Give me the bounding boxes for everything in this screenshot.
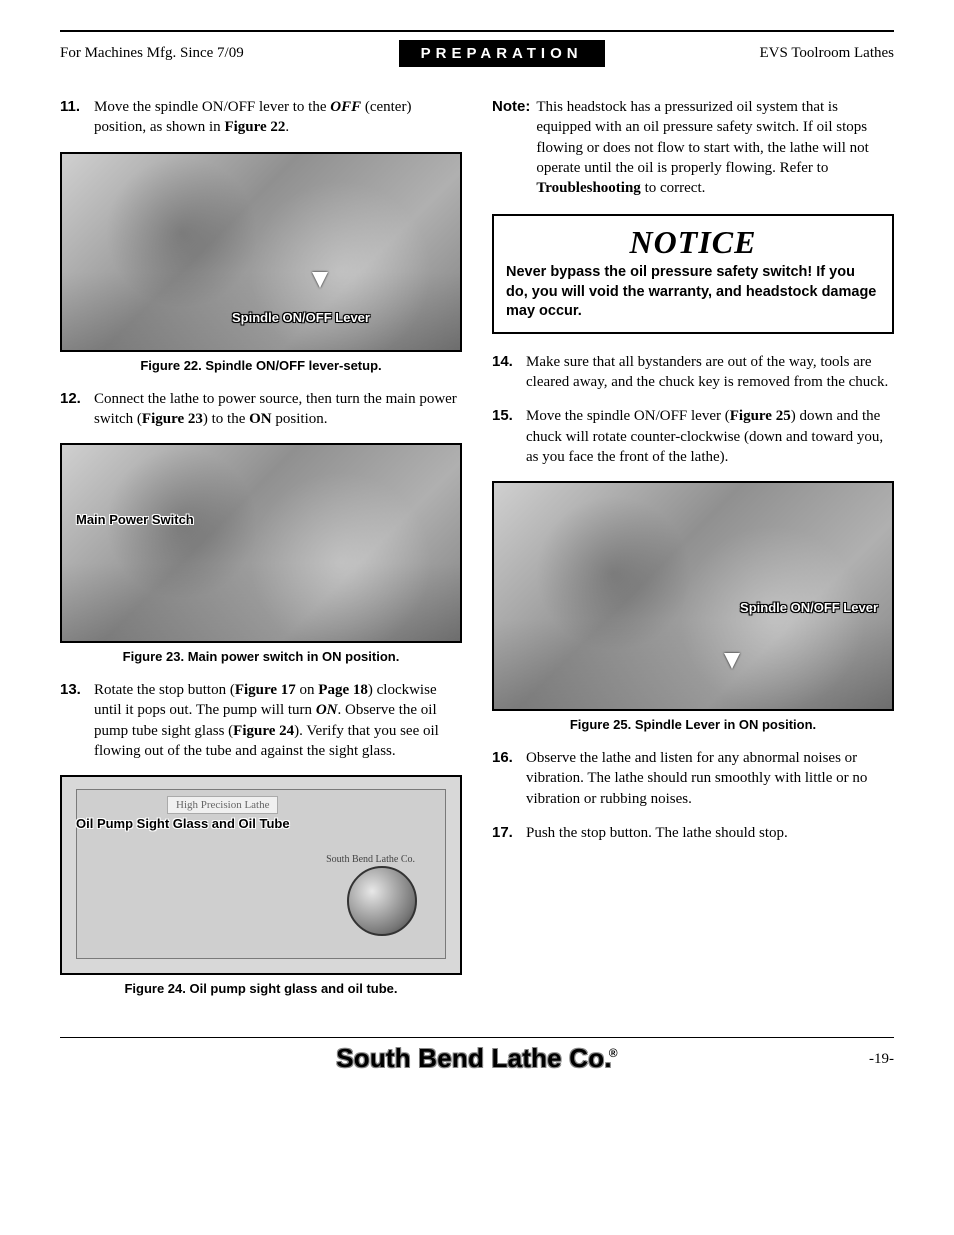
step-13: 13. Rotate the stop button (Figure 17 on…: [60, 680, 462, 761]
figure-ref: Figure 22: [224, 119, 285, 135]
text: position.: [272, 411, 328, 427]
note-label: Note:: [492, 97, 530, 198]
dial-icon: [347, 866, 417, 936]
callout-main-power-switch: Main Power Switch: [76, 513, 194, 528]
step-number: 16.: [492, 748, 526, 809]
left-column: 11. Move the spindle ON/OFF lever to the…: [60, 97, 462, 1012]
text: Rotate the stop button (: [94, 682, 235, 698]
chart-panel-title: High Precision Lathe: [167, 796, 278, 814]
figure-23: Main Power Switch: [60, 443, 462, 643]
page-ref: Page 18: [318, 682, 368, 698]
callout-spindle-lever: Spindle ON/OFF Lever: [740, 601, 878, 616]
chart-brand: South Bend Lathe Co.: [326, 854, 415, 865]
chart-panel: High Precision Lathe South Bend Lathe Co…: [76, 789, 446, 959]
footer-page-number: -19-: [869, 1051, 894, 1068]
callout-spindle-lever: Spindle ON/OFF Lever: [232, 311, 370, 326]
step-17: 17. Push the stop button. The lathe shou…: [492, 823, 894, 843]
step-number: 15.: [492, 406, 526, 467]
text: to correct.: [641, 180, 706, 196]
step-number: 14.: [492, 352, 526, 393]
step-body: Move the spindle ON/OFF lever (Figure 25…: [526, 406, 894, 467]
machine-photo: [62, 445, 460, 641]
notice-box: NOTICE Never bypass the oil pressure saf…: [492, 214, 894, 334]
step-12: 12. Connect the lathe to power source, t…: [60, 389, 462, 430]
on-word: ON: [249, 411, 272, 427]
troubleshooting-ref: Troubleshooting: [536, 180, 640, 196]
off-word: OFF: [330, 99, 361, 115]
step-body: Connect the lathe to power source, then …: [94, 389, 462, 430]
text: .: [285, 119, 289, 135]
callout-oil-pump-sight: Oil Pump Sight Glass and Oil Tube: [76, 817, 290, 832]
figure-24-caption: Figure 24. Oil pump sight glass and oil …: [60, 981, 462, 996]
right-column: Note: This headstock has a pressurized o…: [492, 97, 894, 1012]
note-body: This headstock has a pressurized oil sys…: [536, 97, 894, 198]
text: This headstock has a pressurized oil sys…: [536, 99, 868, 176]
on-word: ON: [316, 702, 338, 718]
figure-25-caption: Figure 25. Spindle Lever in ON position.: [492, 717, 894, 732]
header-right: EVS Toolroom Lathes: [760, 45, 895, 62]
header-section-title: PREPARATION: [399, 40, 605, 67]
company-name: South Bend Lathe Co.: [336, 1043, 612, 1073]
step-body: Rotate the stop button (Figure 17 on Pag…: [94, 680, 462, 761]
text: Move the spindle ON/OFF lever to the: [94, 99, 330, 115]
page-footer: South Bend Lathe Co.® -19-: [60, 1037, 894, 1077]
machine-photo: [494, 483, 892, 709]
top-rule: [60, 30, 894, 32]
step-body: Push the stop button. The lathe should s…: [526, 823, 894, 843]
step-15: 15. Move the spindle ON/OFF lever (Figur…: [492, 406, 894, 467]
step-number: 11.: [60, 97, 94, 138]
figure-25: Spindle ON/OFF Lever: [492, 481, 894, 711]
figure-ref: Figure 23: [142, 411, 203, 427]
text: on: [296, 682, 319, 698]
text: Move the spindle ON/OFF lever (: [526, 408, 730, 424]
text: ) to the: [203, 411, 249, 427]
figure-22-caption: Figure 22. Spindle ON/OFF lever-setup.: [60, 358, 462, 373]
notice-body: Never bypass the oil pressure safety swi…: [506, 263, 880, 322]
step-11: 11. Move the spindle ON/OFF lever to the…: [60, 97, 462, 138]
header-left: For Machines Mfg. Since 7/09: [60, 45, 244, 62]
figure-ref: Figure 25: [730, 408, 791, 424]
content-columns: 11. Move the spindle ON/OFF lever to the…: [60, 97, 894, 1012]
registered-icon: ®: [609, 1046, 618, 1060]
step-16: 16. Observe the lathe and listen for any…: [492, 748, 894, 809]
note: Note: This headstock has a pressurized o…: [492, 97, 894, 198]
step-body: Move the spindle ON/OFF lever to the OFF…: [94, 97, 462, 138]
figure-ref: Figure 24: [233, 723, 294, 739]
notice-title: NOTICE: [506, 224, 880, 261]
figure-24: High Precision Lathe South Bend Lathe Co…: [60, 775, 462, 975]
step-14: 14. Make sure that all bystanders are ou…: [492, 352, 894, 393]
step-number: 17.: [492, 823, 526, 843]
figure-ref: Figure 17: [235, 682, 296, 698]
step-number: 12.: [60, 389, 94, 430]
figure-22: Spindle ON/OFF Lever: [60, 152, 462, 352]
footer-rule: [60, 1037, 894, 1038]
arrow-icon: [724, 653, 740, 669]
arrow-icon: [312, 272, 328, 288]
step-body: Observe the lathe and listen for any abn…: [526, 748, 894, 809]
footer-company: South Bend Lathe Co.®: [60, 1043, 894, 1074]
step-number: 13.: [60, 680, 94, 761]
step-body: Make sure that all bystanders are out of…: [526, 352, 894, 393]
page-header: For Machines Mfg. Since 7/09 PREPARATION…: [60, 40, 894, 67]
figure-23-caption: Figure 23. Main power switch in ON posit…: [60, 649, 462, 664]
